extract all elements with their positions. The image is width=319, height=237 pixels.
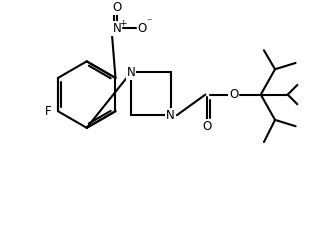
Text: O: O [202,120,211,133]
Text: O: O [137,22,147,35]
Text: F: F [44,105,51,118]
Text: N: N [127,66,135,79]
Text: N: N [112,22,121,35]
Text: +: + [119,18,126,27]
Text: N: N [166,109,175,122]
Text: ⁻: ⁻ [146,18,152,27]
Text: O: O [229,88,239,101]
Text: O: O [112,1,122,14]
